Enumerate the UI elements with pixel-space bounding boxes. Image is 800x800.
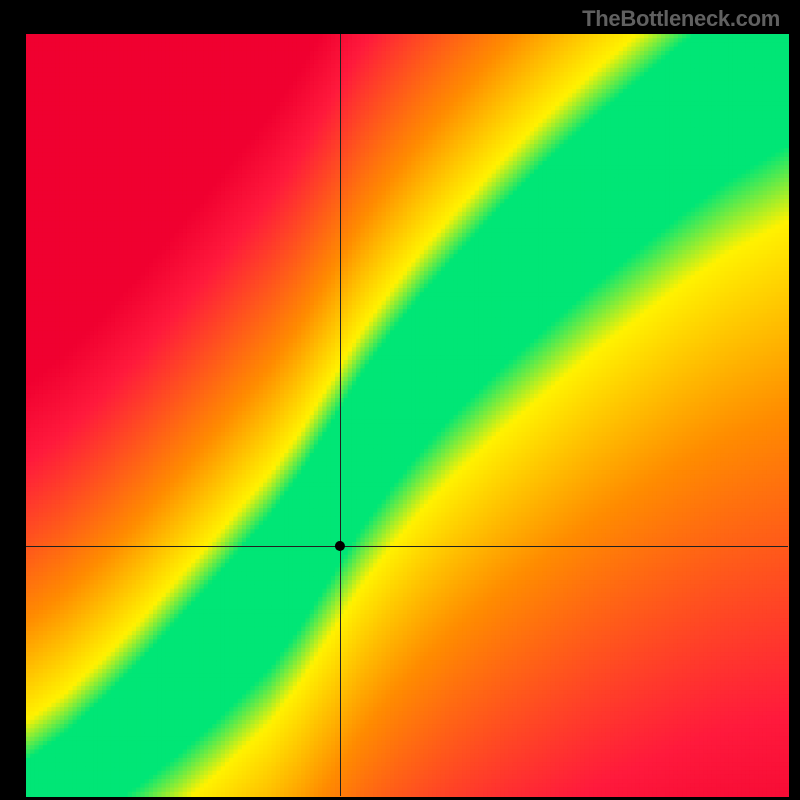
chart-container: TheBottleneck.com (0, 0, 800, 800)
watermark-text: TheBottleneck.com (582, 6, 780, 32)
bottleneck-heatmap (0, 0, 800, 800)
